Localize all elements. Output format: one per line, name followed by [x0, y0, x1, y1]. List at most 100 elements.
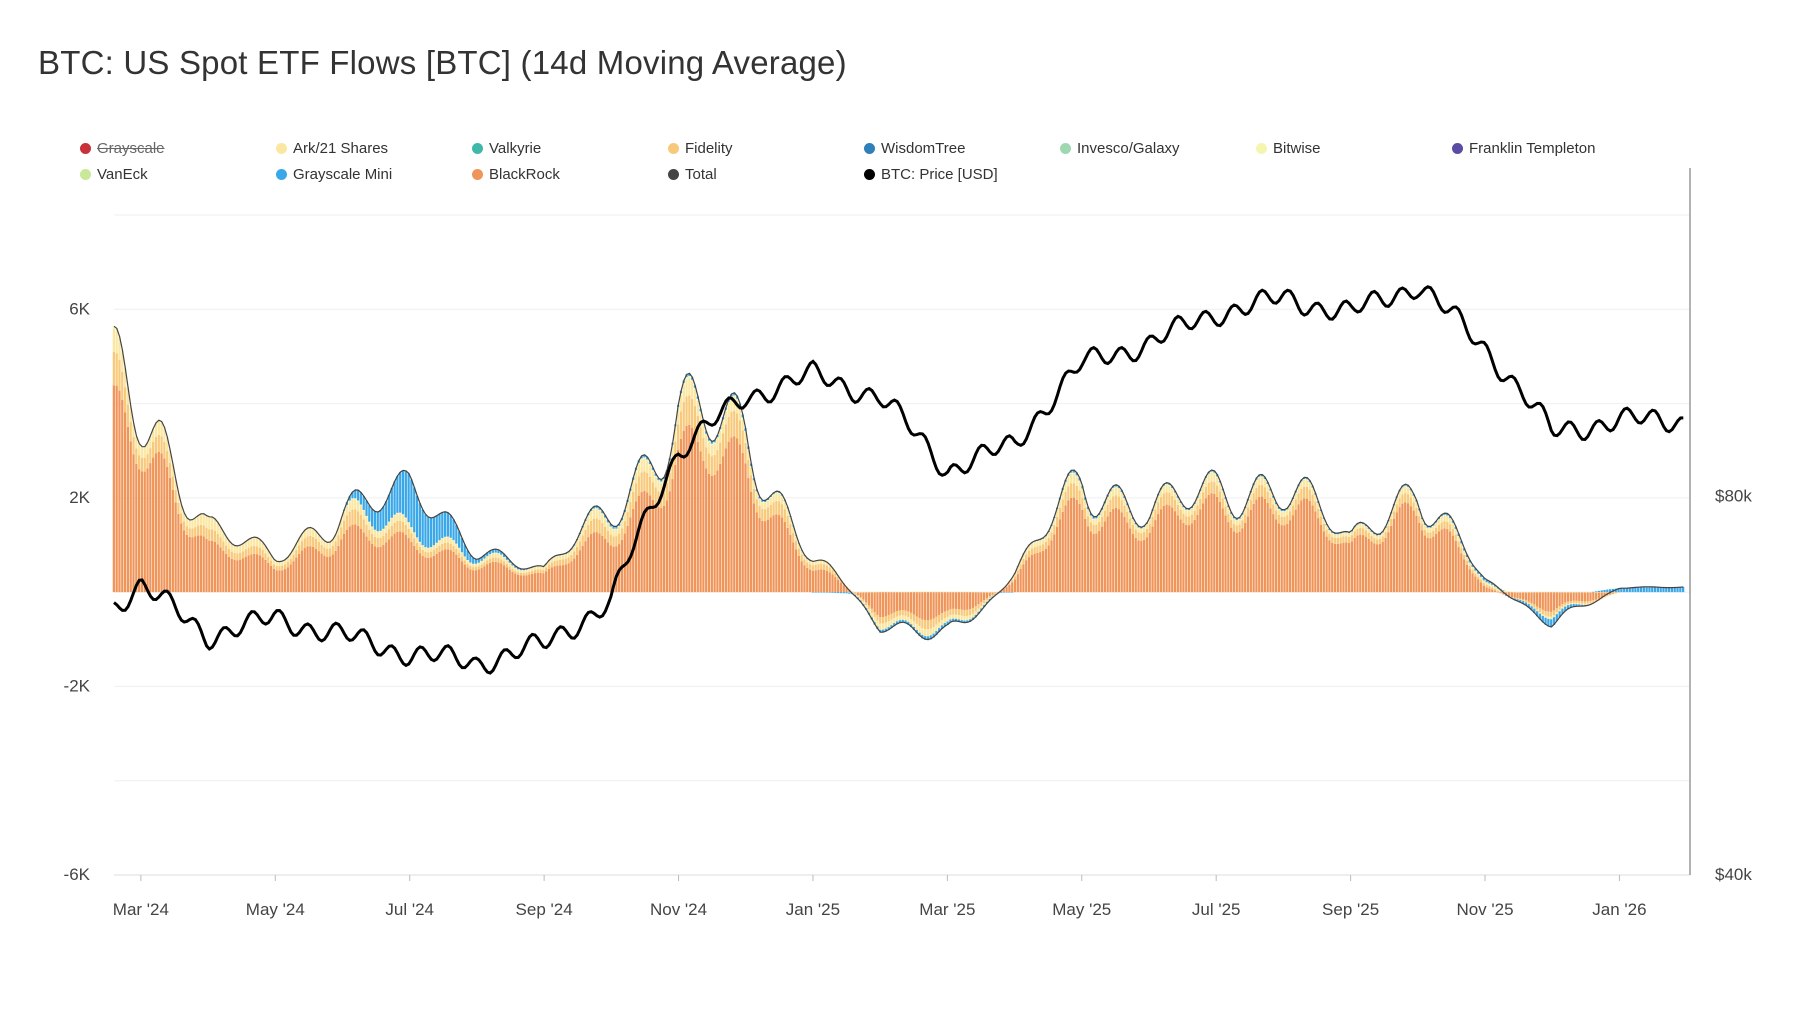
bar-ark	[707, 442, 711, 454]
bar-blackrock	[910, 592, 913, 613]
bar-blackrock	[1218, 501, 1222, 593]
legend-item-fidelity[interactable]: Fidelity	[668, 140, 733, 157]
bar-fidelity	[1541, 609, 1544, 615]
bar-fidelity	[1238, 524, 1241, 532]
bar-grayscale-mini	[828, 592, 831, 593]
legend-item-vaneck[interactable]: VanEck	[80, 166, 148, 183]
bar-bitwise	[693, 387, 697, 391]
bar-bitwise	[1558, 591, 1561, 593]
legend-item-grayscale[interactable]: Grayscale	[80, 140, 165, 157]
bar-blackrock	[387, 539, 391, 593]
bar-ark	[1429, 528, 1432, 533]
bar-bitwise	[573, 545, 576, 547]
bar-blackrock	[289, 564, 292, 593]
legend-item-grayscale-mini[interactable]: Grayscale Mini	[276, 166, 392, 183]
bar-grayscale-mini	[516, 567, 520, 570]
bar-bitwise	[1148, 518, 1151, 520]
bar-fidelity	[157, 434, 160, 452]
bar-blackrock	[199, 535, 203, 593]
bar-fidelity	[135, 448, 138, 464]
bar-bitwise	[926, 591, 930, 593]
bar-ark	[1359, 524, 1362, 528]
legend-item-wisdomtree[interactable]: WisdomTree	[864, 140, 965, 157]
bar-blackrock	[1538, 592, 1542, 609]
bar-blackrock	[1367, 538, 1370, 593]
bar-grayscale-mini	[1575, 604, 1578, 607]
bar-ark	[1269, 491, 1272, 498]
bar-fidelity	[1159, 497, 1163, 510]
bar-ark	[1434, 522, 1438, 528]
bar-fidelity	[758, 505, 761, 519]
bar-ark	[1162, 486, 1165, 494]
bar-ark	[1496, 588, 1499, 591]
bar-blackrock	[379, 546, 382, 593]
bar-blackrock	[1454, 540, 1457, 593]
bar-blackrock	[539, 572, 542, 593]
bar-ark	[1569, 603, 1572, 605]
bar-blackrock	[1555, 592, 1558, 609]
legend-item-total[interactable]: Total	[668, 166, 717, 183]
legend-item-franklin-templeton[interactable]: Franklin Templeton	[1452, 140, 1595, 157]
bar-ark	[1305, 480, 1309, 487]
legend-item-invesco-galaxy[interactable]: Invesco/Galaxy	[1060, 140, 1180, 157]
bar-grayscale-mini	[1095, 516, 1098, 519]
bar-bitwise	[1603, 592, 1606, 593]
bar-blackrock	[1600, 592, 1603, 598]
legend-item-btc-price-usd[interactable]: BTC: Price [USD]	[864, 166, 998, 183]
bar-bitwise	[1106, 496, 1109, 498]
bar-ark	[575, 540, 579, 547]
bar-fidelity	[539, 569, 542, 573]
bar-ark	[679, 395, 683, 412]
x-tick-label: Mar '24	[113, 900, 169, 919]
bar-bitwise	[514, 567, 517, 569]
bar-bitwise	[1342, 532, 1345, 534]
bar-blackrock	[407, 538, 410, 593]
bar-ark	[1409, 491, 1412, 498]
bar-ark	[1589, 603, 1592, 605]
bar-ark	[443, 537, 447, 543]
bar-blackrock	[769, 517, 772, 593]
bar-fidelity	[286, 561, 290, 568]
legend-item-blackrock[interactable]: BlackRock	[472, 166, 560, 183]
bar-fidelity	[1361, 528, 1365, 536]
bar-ark	[1555, 612, 1558, 615]
bar-fidelity	[1339, 537, 1342, 544]
bar-grayscale-mini	[421, 509, 424, 546]
bar-bitwise	[764, 501, 767, 503]
bar-ark	[716, 438, 719, 451]
legend-item-bitwise[interactable]: Bitwise	[1256, 140, 1321, 157]
bar-blackrock	[1575, 592, 1578, 601]
bar-blackrock	[1002, 588, 1005, 593]
bar-ark	[1465, 557, 1469, 561]
bar-ark	[547, 560, 551, 565]
bar-fidelity	[174, 490, 177, 503]
bar-ark	[618, 526, 621, 534]
bar-blackrock	[222, 550, 225, 593]
bar-fidelity	[547, 564, 551, 569]
bar-ark	[1193, 504, 1196, 511]
bar-fidelity	[974, 606, 977, 612]
legend-item-ark-21-shares[interactable]: Ark/21 Shares	[276, 140, 388, 157]
bar-ark	[817, 560, 820, 565]
bar-blackrock	[1027, 557, 1031, 593]
bar-blackrock	[946, 592, 949, 611]
bar-ark	[272, 559, 276, 565]
bar-ark	[879, 623, 882, 630]
bar-ark	[539, 566, 542, 570]
bar-blackrock	[1530, 592, 1533, 604]
bar-blackrock	[1415, 515, 1418, 593]
bar-ark	[1440, 516, 1443, 523]
bar-blackrock	[938, 592, 941, 615]
bar-grayscale-mini	[486, 552, 489, 557]
bar-grayscale-mini	[432, 517, 436, 546]
bar-bitwise	[598, 509, 601, 511]
bar-ark	[943, 618, 946, 624]
bar-blackrock	[1114, 507, 1118, 593]
bar-ark	[1609, 594, 1612, 596]
bar-fidelity	[396, 521, 399, 532]
bar-blackrock	[320, 553, 323, 593]
bar-ark	[800, 550, 803, 555]
legend-item-valkyrie[interactable]: Valkyrie	[472, 140, 541, 157]
legend-label: Ark/21 Shares	[293, 140, 389, 157]
bar-fidelity	[792, 532, 795, 543]
